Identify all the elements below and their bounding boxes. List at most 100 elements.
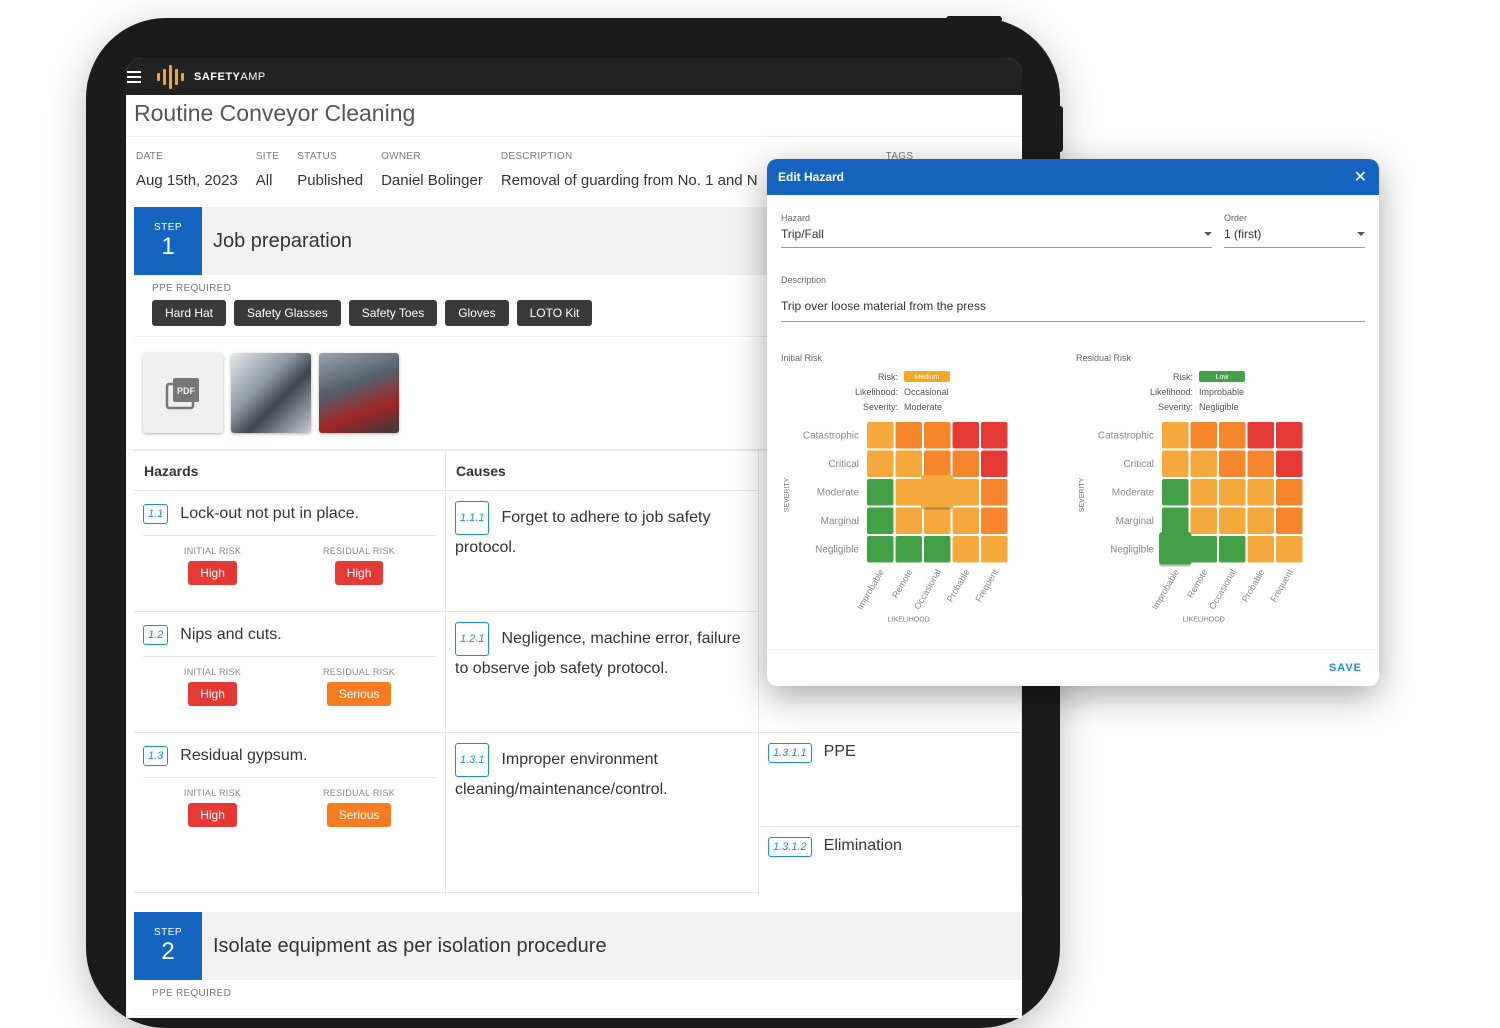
risk-matrix-cell[interactable] (1190, 536, 1218, 563)
hazard-id-tag[interactable]: 1.2 (143, 625, 169, 645)
risk-matrix-cell[interactable] (1190, 450, 1218, 478)
control-id-tag[interactable]: 1.3.1.2 (768, 837, 812, 857)
risk-matrix-cell[interactable] (952, 450, 980, 478)
matrix-summary-label: Risk: (1173, 372, 1193, 382)
hamburger-menu-icon[interactable] (127, 70, 141, 83)
risk-matrix-cell[interactable] (924, 422, 951, 449)
risk-matrix-cell[interactable] (1276, 536, 1303, 563)
risk-matrix-cell[interactable] (981, 422, 1008, 449)
risk-matrix-cell[interactable] (1276, 422, 1303, 449)
meta-owner: OWNER Daniel Bolinger (381, 151, 483, 189)
risk-matrix-cell[interactable] (924, 536, 951, 563)
risk-matrix-cell[interactable] (1247, 479, 1275, 506)
ppe-section: PPE REQUIRED Hard Hat Safety Glasses Saf… (134, 275, 1022, 337)
risk-matrix-cell[interactable] (1219, 536, 1246, 563)
risk-matrix-cell[interactable] (895, 450, 923, 478)
selected-risk-cell[interactable] (921, 475, 954, 508)
close-icon[interactable]: ✕ (1353, 169, 1367, 186)
risk-matrix-cell[interactable] (867, 422, 894, 449)
selected-risk-cell[interactable] (1159, 532, 1192, 565)
risk-matrix-cell[interactable] (1162, 450, 1189, 478)
risk-matrix-cell[interactable] (981, 507, 1008, 535)
risk-matrix-cell[interactable] (1162, 479, 1189, 506)
risk-level-text: Medium (915, 374, 940, 381)
hazard-id-tag[interactable]: 1.1 (143, 504, 169, 524)
risk-matrix-cell[interactable] (867, 479, 894, 506)
risk-matrix-cell[interactable] (1190, 507, 1218, 535)
risk-matrix-cell[interactable] (952, 422, 980, 449)
risk-matrix-cell[interactable] (981, 536, 1008, 563)
description-field[interactable]: Description Trip over loose material fro… (781, 275, 1365, 322)
cause-row[interactable]: 1.2.1 Negligence, machine error, failure … (446, 612, 758, 733)
risk-matrix-cell[interactable] (1162, 422, 1189, 449)
risk-matrix-cell[interactable] (924, 450, 951, 478)
cause-row[interactable]: 1.3.1 Improper environment cleaning/maint… (446, 733, 758, 893)
risk-matrix-cell[interactable] (1190, 479, 1218, 506)
ppe-section: PPE REQUIRED (134, 980, 1022, 1016)
risk-matrix-cell[interactable] (1247, 422, 1275, 449)
risk-matrix-cell[interactable] (1276, 479, 1303, 506)
control-id-tag[interactable]: 1.3.1.1 (768, 743, 812, 763)
cause-row[interactable]: 1.1.1 Forget to adhere to job safety prot… (446, 491, 758, 612)
risk-matrix-cell[interactable] (952, 536, 980, 563)
risk-matrix-cell[interactable] (1247, 536, 1275, 563)
save-button[interactable]: SAVE (1328, 662, 1362, 674)
ppe-chip[interactable]: LOTO Kit (516, 300, 593, 326)
risk-matrix-cell[interactable] (1162, 507, 1189, 535)
ppe-chips: Hard Hat Safety Glasses Safety Toes Glov… (152, 300, 1004, 326)
ppe-chip[interactable]: Hard Hat (152, 300, 227, 326)
initial-risk-title: Initial Risk (781, 353, 823, 363)
photo-attachment-worker[interactable] (319, 353, 399, 433)
photo-attachment-conveyor[interactable] (231, 353, 311, 433)
risk-matrix-cell[interactable] (1247, 450, 1275, 478)
risk-matrix-cell[interactable] (952, 479, 980, 506)
risk-matrix-cell[interactable] (1276, 507, 1303, 535)
likelihood-tick-label: Remote (890, 568, 914, 600)
order-select[interactable]: Order 1 (first) (1224, 213, 1365, 248)
control-row[interactable]: 1.3.1.1 PPE (759, 733, 1021, 827)
risk-matrix-cell[interactable] (981, 479, 1008, 506)
pdf-attachment[interactable]: PDF (143, 353, 223, 433)
severity-axis-label: SEVERITY (1079, 477, 1086, 512)
hazard-select[interactable]: Hazard Trip/Fall (781, 213, 1212, 248)
cause-id-tag[interactable]: 1.3.1 (455, 743, 490, 777)
cause-id-tag[interactable]: 1.2.1 (455, 622, 490, 656)
chevron-down-icon (1204, 232, 1212, 236)
ppe-chip[interactable]: Gloves (445, 300, 509, 326)
risk-matrix-cell[interactable] (895, 507, 923, 535)
risk-matrix-cell[interactable] (1190, 422, 1218, 449)
residual-risk-badge: High (334, 561, 384, 585)
risk-level-badge (904, 371, 950, 382)
risk-matrix-cell[interactable] (867, 450, 894, 478)
control-row[interactable]: 1.3.1.2 Elimination (759, 827, 1021, 895)
risk-matrix-cell[interactable] (924, 507, 951, 535)
page-title: Routine Conveyor Cleaning (126, 95, 1022, 137)
risk-matrix-cell[interactable] (867, 536, 894, 563)
risk-matrix-cell[interactable] (1219, 479, 1246, 506)
risk-matrix-cell[interactable] (981, 450, 1008, 478)
step-title: Job preparation (213, 229, 352, 252)
hazard-row[interactable]: 1.3 Residual gypsum. INITIAL RISK High RES… (134, 733, 445, 893)
matrix-summary-label: Severity: (863, 402, 898, 412)
risk-matrix-cell[interactable] (952, 507, 980, 535)
risk-matrix-cell[interactable] (1219, 422, 1246, 449)
risk-matrix-cell[interactable] (1247, 507, 1275, 535)
matrix-summary-value: Moderate (904, 402, 942, 412)
risk-matrix-cell[interactable] (867, 507, 894, 535)
risk-matrix-cell[interactable] (1276, 450, 1303, 478)
risk-matrix-cell[interactable] (895, 422, 923, 449)
ppe-chip[interactable]: Safety Toes (348, 300, 438, 326)
hazard-row[interactable]: 1.1 Lock-out not put in place. INITIAL RI… (134, 491, 445, 612)
likelihood-axis-label: LIKELIHOOD (1183, 617, 1225, 624)
hazard-id-tag[interactable]: 1.3 (143, 746, 169, 766)
step-number-box: STEP 1 (134, 207, 202, 275)
risk-matrix-cell[interactable] (1219, 507, 1246, 535)
step-2-header[interactable]: STEP 2 Isolate equipment as per isolatio… (134, 912, 1022, 980)
risk-matrix-cell[interactable] (895, 479, 923, 506)
likelihood-tick-label: Occasional (912, 568, 943, 612)
cause-id-tag[interactable]: 1.1.1 (455, 501, 490, 535)
risk-matrix-cell[interactable] (1219, 450, 1246, 478)
hazard-row[interactable]: 1.2 Nips and cuts. INITIAL RISK High RESID… (134, 612, 445, 733)
ppe-chip[interactable]: Safety Glasses (234, 300, 341, 326)
risk-matrix-cell[interactable] (895, 536, 923, 563)
